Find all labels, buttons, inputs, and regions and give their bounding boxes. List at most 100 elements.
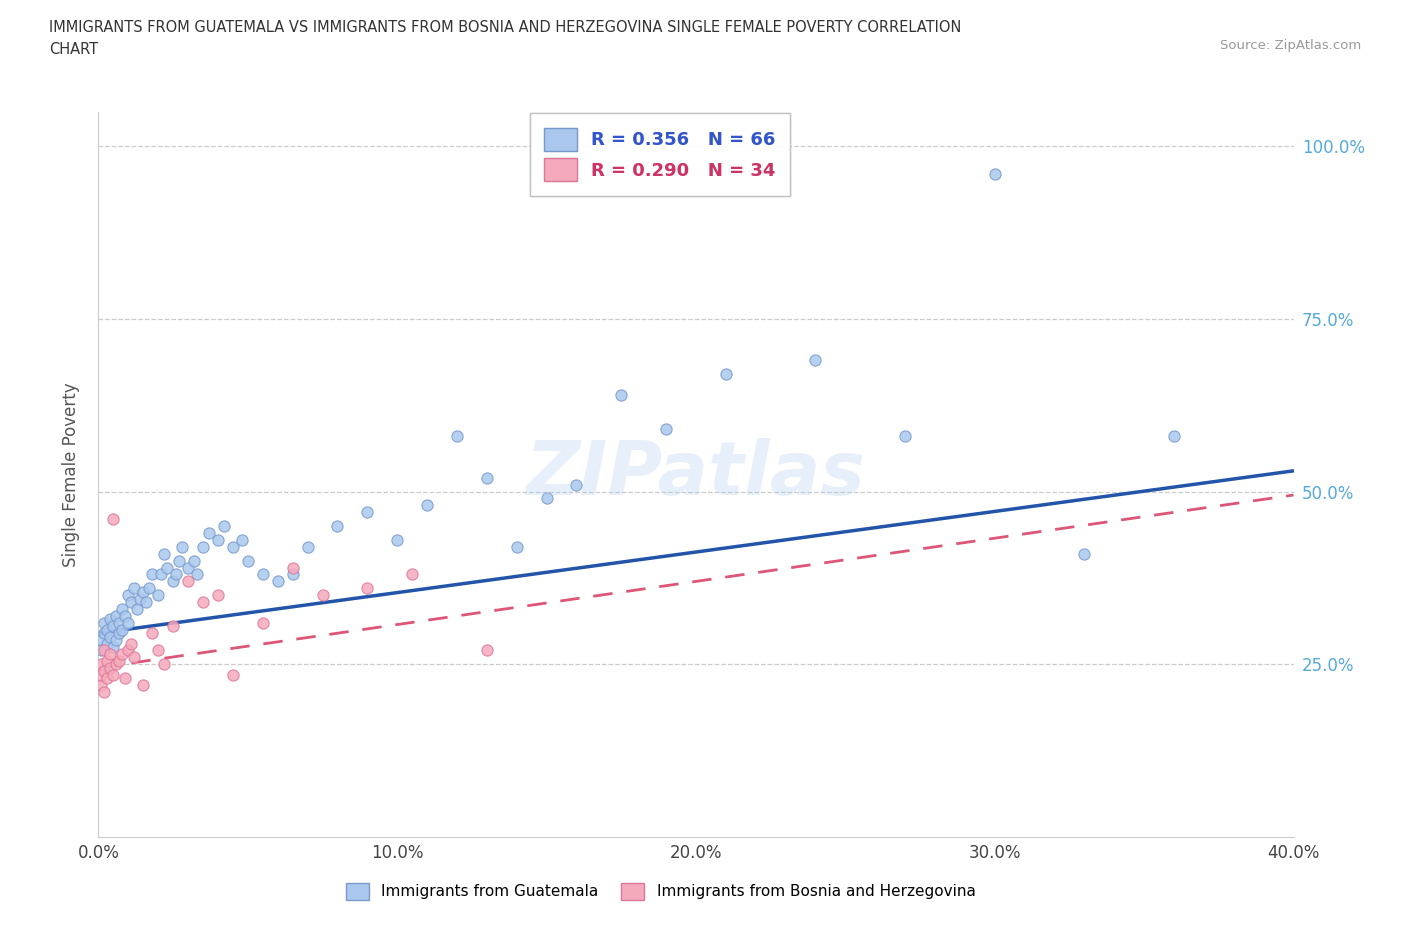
Point — [281, 567, 304, 582]
Point — [506, 539, 529, 554]
Point — [222, 667, 245, 682]
Point — [153, 657, 176, 671]
Point — [90, 678, 112, 693]
Point — [231, 533, 253, 548]
Point — [212, 519, 235, 534]
Point — [804, 352, 827, 367]
Point — [150, 567, 173, 582]
Point — [356, 505, 378, 520]
Point — [297, 539, 319, 554]
Point — [894, 429, 917, 444]
Point — [135, 594, 157, 609]
Point — [96, 671, 118, 685]
Point — [207, 588, 229, 603]
Point — [129, 591, 152, 606]
Point — [183, 553, 205, 568]
Point — [536, 491, 558, 506]
Point — [93, 684, 115, 699]
Point — [108, 654, 131, 669]
Point — [153, 546, 176, 561]
Point — [984, 166, 1007, 181]
Point — [177, 574, 200, 589]
Point — [103, 512, 125, 526]
Point — [93, 643, 115, 658]
Point — [222, 539, 245, 554]
Point — [124, 581, 146, 596]
Point — [475, 471, 498, 485]
Point — [281, 560, 304, 575]
Point — [186, 567, 208, 582]
Text: IMMIGRANTS FROM GUATEMALA VS IMMIGRANTS FROM BOSNIA AND HERZEGOVINA SINGLE FEMAL: IMMIGRANTS FROM GUATEMALA VS IMMIGRANTS … — [49, 20, 962, 35]
Point — [610, 388, 633, 403]
Point — [93, 626, 115, 641]
Y-axis label: Single Female Poverty: Single Female Poverty — [62, 382, 80, 566]
Point — [326, 519, 349, 534]
Point — [236, 553, 259, 568]
Point — [96, 654, 118, 669]
Point — [103, 667, 125, 682]
Point — [198, 525, 221, 540]
Point — [1163, 429, 1185, 444]
Point — [565, 477, 588, 492]
Point — [167, 553, 190, 568]
Point — [252, 567, 274, 582]
Point — [416, 498, 439, 512]
Point — [120, 636, 142, 651]
Point — [96, 622, 118, 637]
Point — [98, 646, 122, 661]
Point — [267, 574, 290, 589]
Point — [132, 584, 155, 599]
Point — [446, 429, 468, 444]
Point — [93, 664, 115, 679]
Point — [475, 643, 498, 658]
Point — [191, 594, 214, 609]
Point — [105, 608, 128, 623]
Point — [132, 678, 155, 693]
Point — [114, 671, 136, 685]
Point — [90, 632, 112, 647]
Point — [108, 616, 131, 631]
Point — [111, 646, 134, 661]
Point — [96, 636, 118, 651]
Point — [311, 588, 333, 603]
Point — [114, 608, 136, 623]
Point — [127, 602, 149, 617]
Point — [117, 616, 139, 631]
Point — [162, 618, 184, 633]
Point — [172, 539, 194, 554]
Point — [98, 612, 122, 627]
Point — [90, 667, 112, 682]
Point — [117, 643, 139, 658]
Point — [103, 618, 125, 633]
Point — [148, 643, 170, 658]
Point — [111, 622, 134, 637]
Point — [98, 660, 122, 675]
Point — [401, 567, 423, 582]
Point — [138, 581, 160, 596]
Point — [111, 602, 134, 617]
Point — [252, 616, 274, 631]
Point — [655, 422, 678, 437]
Text: ZIPatlas: ZIPatlas — [526, 438, 866, 511]
Point — [207, 533, 229, 548]
Point — [93, 616, 115, 631]
Point — [356, 581, 378, 596]
Point — [148, 588, 170, 603]
Point — [165, 567, 187, 582]
Point — [105, 657, 128, 671]
Point — [124, 650, 146, 665]
Point — [98, 630, 122, 644]
Point — [191, 539, 214, 554]
Point — [385, 533, 409, 548]
Text: CHART: CHART — [49, 42, 98, 57]
Point — [162, 574, 184, 589]
Text: Source: ZipAtlas.com: Source: ZipAtlas.com — [1220, 39, 1361, 52]
Point — [141, 567, 163, 582]
Point — [90, 657, 112, 671]
Point — [117, 588, 139, 603]
Point — [103, 640, 125, 655]
Point — [156, 560, 179, 575]
Point — [1073, 546, 1095, 561]
Point — [105, 632, 128, 647]
Point — [177, 560, 200, 575]
